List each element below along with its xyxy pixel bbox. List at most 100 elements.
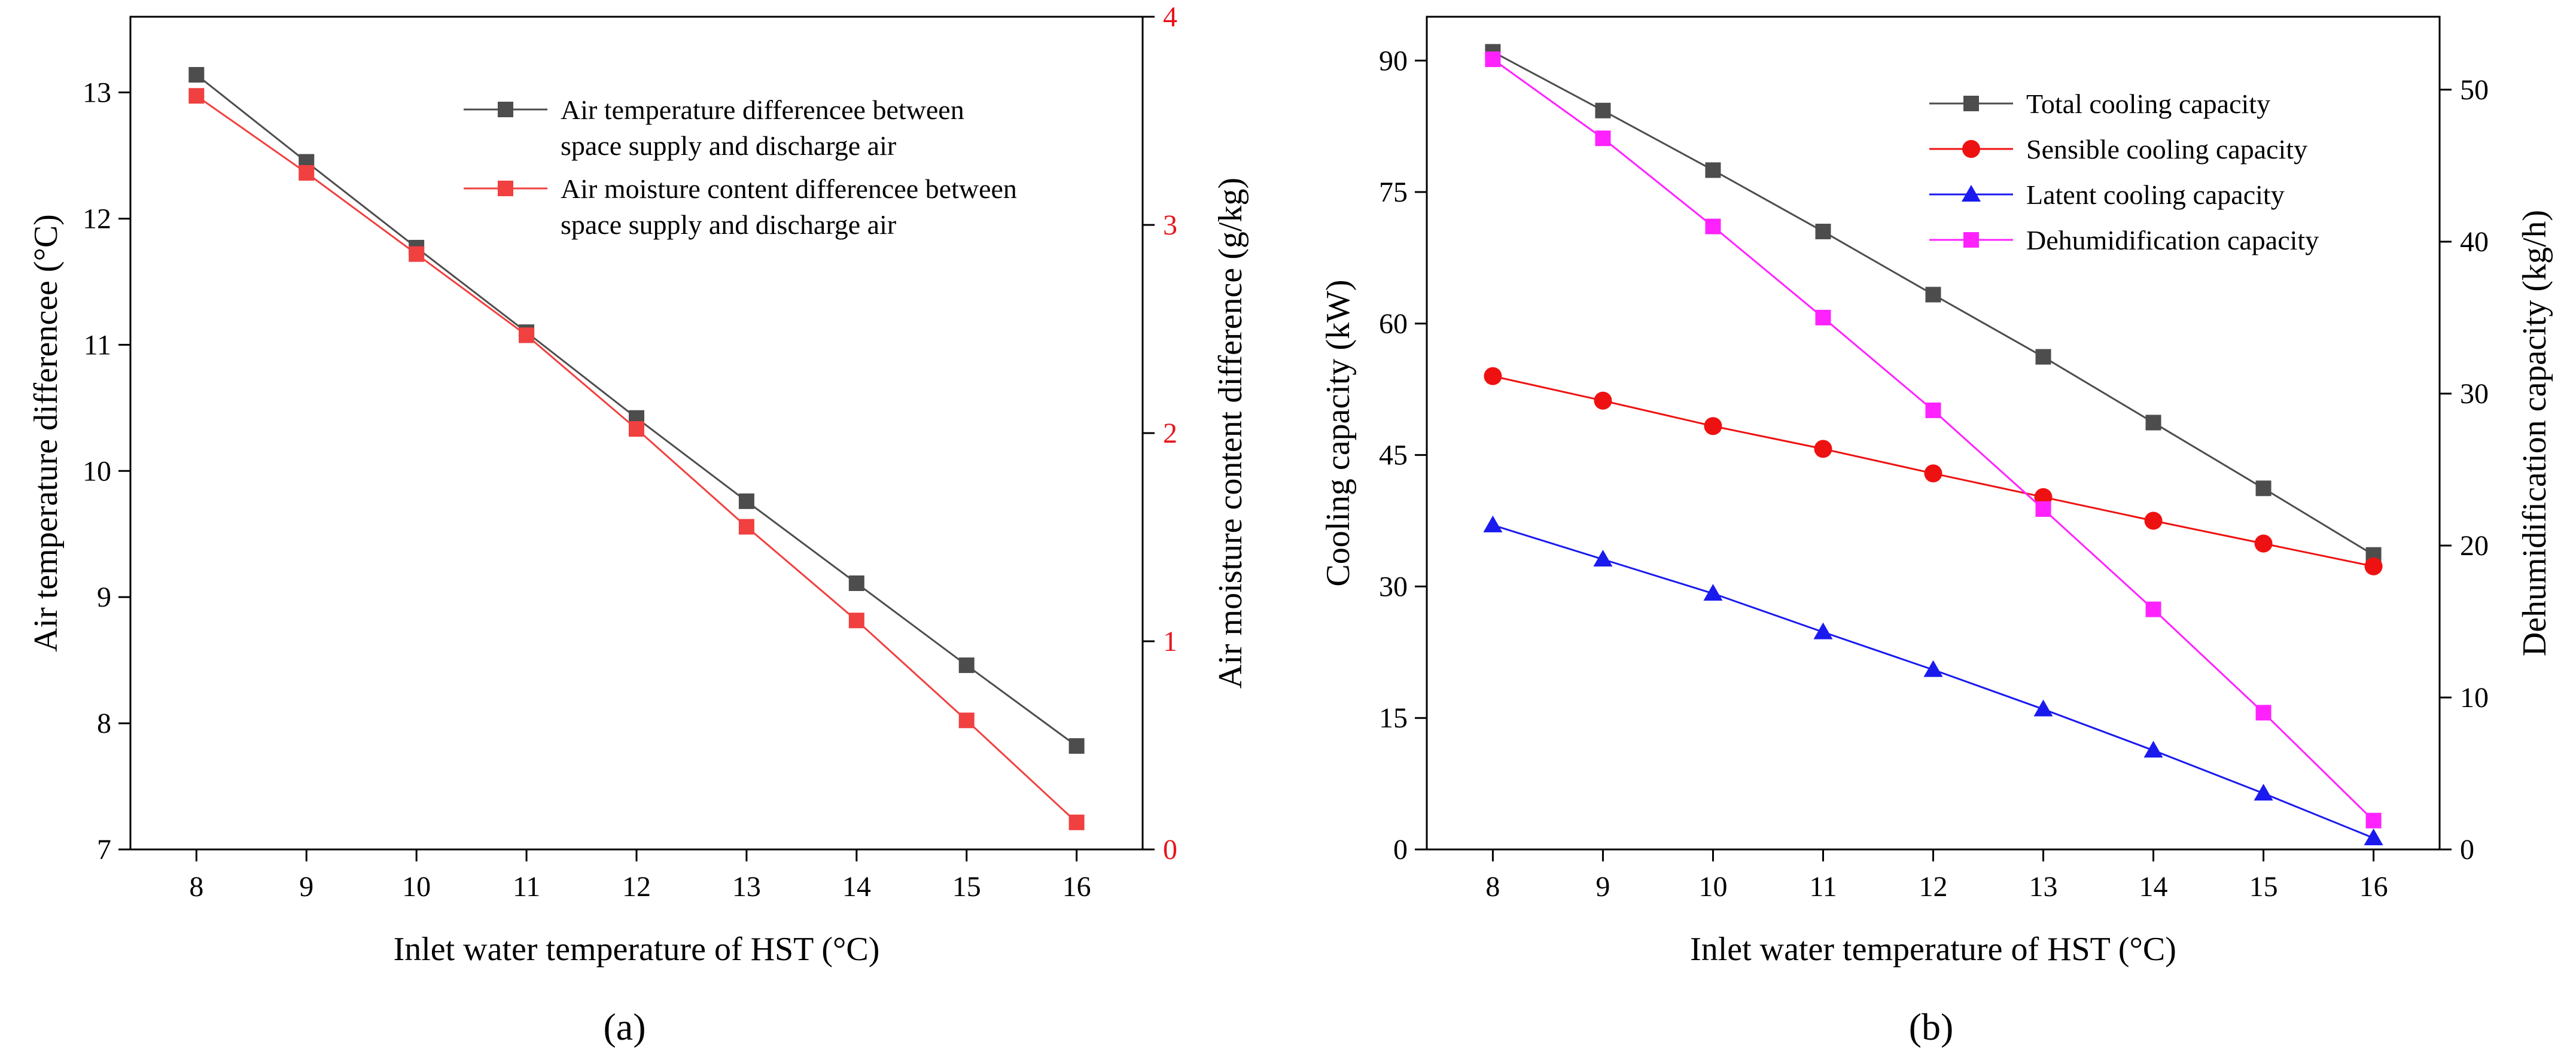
y-tick-label: 9 bbox=[97, 581, 111, 613]
x-tick-label: 12 bbox=[1919, 871, 1948, 903]
data-point bbox=[2035, 349, 2051, 365]
x-tick-label: 16 bbox=[2359, 871, 2388, 903]
y2-tick-label: 4 bbox=[1163, 1, 1177, 33]
data-point bbox=[1594, 391, 1612, 410]
y2-tick-label: 0 bbox=[2460, 834, 2474, 866]
data-point bbox=[848, 575, 864, 591]
data-point bbox=[188, 88, 205, 104]
y-tick-label: 11 bbox=[84, 329, 111, 361]
data-point bbox=[2145, 601, 2161, 617]
series-line bbox=[1492, 524, 2374, 839]
data-point bbox=[409, 246, 425, 262]
data-point bbox=[1068, 814, 1085, 830]
data-point bbox=[2143, 741, 2163, 758]
data-point bbox=[2254, 534, 2273, 553]
data-point bbox=[2144, 511, 2163, 530]
panel-label-b: (b) bbox=[1909, 1006, 1954, 1048]
data-point bbox=[2035, 501, 2051, 517]
legend-marker bbox=[1962, 140, 1980, 158]
legend-label: Sensible cooling capacity bbox=[2026, 134, 2307, 165]
y2-tick-label: 0 bbox=[1163, 834, 1177, 866]
legend-label: Total cooling capacity bbox=[2026, 89, 2270, 119]
y-tick-label: 13 bbox=[83, 77, 111, 109]
x-tick-label: 12 bbox=[622, 871, 651, 903]
legend-label: space supply and discharge air bbox=[561, 209, 896, 240]
y2-tick-label: 20 bbox=[2460, 530, 2489, 562]
y2-axis-title: Dehumidification capacity (kg/h) bbox=[2516, 210, 2553, 656]
y2-tick-label: 3 bbox=[1163, 209, 1177, 241]
x-tick-label: 14 bbox=[842, 871, 871, 903]
y-tick-label: 75 bbox=[1379, 176, 1408, 208]
legend-marker bbox=[498, 102, 513, 117]
y2-tick-label: 2 bbox=[1163, 418, 1177, 449]
y2-tick-label: 50 bbox=[2460, 74, 2489, 106]
data-point bbox=[1923, 660, 1943, 677]
data-point bbox=[1595, 102, 1611, 118]
data-point bbox=[1814, 440, 1832, 458]
data-point bbox=[2365, 812, 2382, 829]
data-point bbox=[1485, 51, 1501, 68]
y-axis-title: Air temperature differencee (°C) bbox=[28, 214, 65, 652]
x-tick-label: 11 bbox=[513, 871, 540, 903]
x-tick-label: 8 bbox=[1485, 871, 1500, 903]
x-tick-label: 8 bbox=[189, 871, 203, 903]
data-point bbox=[1484, 367, 1502, 385]
data-point bbox=[2145, 415, 2161, 431]
y2-tick-label: 1 bbox=[1163, 626, 1177, 657]
data-point bbox=[1704, 417, 1722, 435]
data-point bbox=[2364, 557, 2383, 575]
data-point bbox=[1068, 738, 1085, 754]
data-point bbox=[738, 493, 754, 509]
legend-label: Air moisture content differencee between bbox=[561, 173, 1017, 204]
x-tick-label: 10 bbox=[402, 871, 431, 903]
data-point bbox=[1925, 402, 1941, 418]
y-tick-label: 45 bbox=[1379, 440, 1408, 471]
data-point bbox=[1924, 464, 1942, 483]
y2-tick-label: 40 bbox=[2460, 226, 2489, 258]
x-tick-label: 10 bbox=[1698, 871, 1727, 903]
data-point bbox=[958, 712, 975, 729]
legend-marker bbox=[1963, 232, 1979, 248]
data-point bbox=[2254, 784, 2273, 801]
y-tick-label: 60 bbox=[1379, 308, 1408, 340]
data-point bbox=[2364, 828, 2383, 845]
legend-marker bbox=[498, 181, 513, 196]
series-line bbox=[1492, 58, 2374, 821]
data-point bbox=[1595, 130, 1611, 147]
data-point bbox=[2255, 705, 2271, 721]
legend-label: Air temperature differencee between bbox=[561, 95, 964, 125]
y2-axis-title: Air moisture content difference (g/kg) bbox=[1212, 178, 1249, 689]
y-tick-label: 8 bbox=[97, 708, 111, 739]
data-point bbox=[738, 519, 754, 535]
data-point bbox=[1813, 622, 1833, 639]
data-point bbox=[2255, 480, 2271, 497]
x-tick-label: 14 bbox=[2139, 871, 2168, 903]
data-point bbox=[1703, 584, 1723, 601]
data-point bbox=[1705, 162, 1721, 178]
data-point bbox=[2033, 699, 2053, 717]
data-point bbox=[1483, 515, 1503, 532]
x-tick-label: 16 bbox=[1062, 871, 1091, 903]
x-axis-title: Inlet water temperature of HST (°C) bbox=[1690, 931, 2176, 968]
x-tick-label: 15 bbox=[2249, 871, 2278, 903]
y2-tick-label: 10 bbox=[2460, 682, 2489, 714]
x-tick-label: 15 bbox=[952, 871, 981, 903]
y2-tick-label: 30 bbox=[2460, 378, 2489, 410]
y-tick-label: 12 bbox=[83, 203, 111, 234]
y-tick-label: 0 bbox=[1393, 834, 1408, 866]
data-point bbox=[1705, 218, 1721, 234]
legend-label: Dehumidification capacity bbox=[2026, 225, 2319, 255]
x-tick-label: 11 bbox=[1809, 871, 1837, 903]
series-line bbox=[196, 95, 1077, 823]
data-point bbox=[1593, 549, 1613, 566]
data-point bbox=[958, 657, 975, 674]
legend-marker bbox=[1963, 96, 1979, 111]
x-tick-label: 9 bbox=[1595, 871, 1610, 903]
data-point bbox=[519, 327, 535, 343]
y-tick-label: 7 bbox=[97, 834, 111, 866]
legend-label: Latent cooling capacity bbox=[2026, 179, 2285, 210]
chart-b: 8 9 10 11 12 13 14 15 16 0 15 30 45 60 75 90 0 10 20 30 40 50… bbox=[1320, 16, 2553, 968]
x-tick-label: 9 bbox=[299, 871, 313, 903]
